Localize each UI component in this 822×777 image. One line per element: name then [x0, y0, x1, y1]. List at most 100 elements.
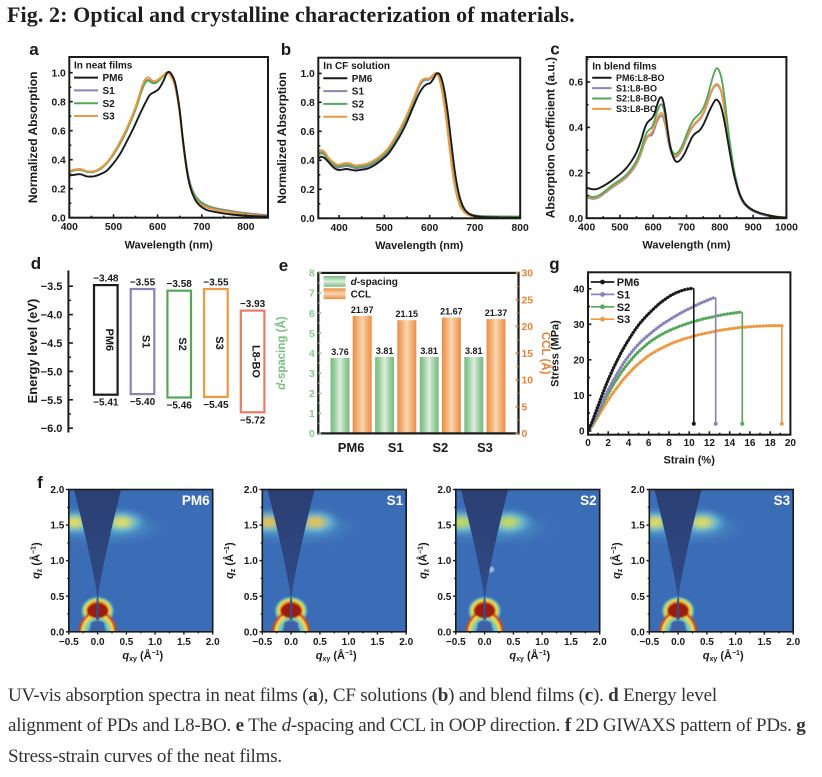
svg-text:0.0: 0.0	[244, 627, 258, 638]
svg-text:14: 14	[724, 438, 736, 449]
svg-text:7: 7	[309, 289, 315, 300]
svg-text:−3.93: −3.93	[240, 299, 266, 310]
svg-text:400: 400	[61, 222, 78, 233]
svg-text:S2: S2	[352, 100, 365, 111]
svg-text:1.5: 1.5	[757, 637, 771, 648]
svg-text:16: 16	[744, 438, 756, 449]
svg-text:0: 0	[585, 438, 591, 449]
svg-text:−3.55: −3.55	[203, 278, 229, 289]
svg-text:−3.58: −3.58	[167, 279, 193, 290]
svg-text:S2: S2	[580, 493, 597, 508]
svg-text:Energy level (eV): Energy level (eV)	[25, 299, 40, 404]
svg-text:S2:L8-BO: S2:L8-BO	[616, 94, 657, 104]
svg-text:15: 15	[522, 349, 534, 360]
svg-text:qxy (Å−1): qxy (Å−1)	[509, 649, 550, 663]
svg-text:1.5: 1.5	[177, 637, 191, 648]
svg-text:900: 900	[745, 223, 762, 234]
svg-text:qz (Å−1): qz (Å−1)	[223, 542, 237, 579]
svg-text:800: 800	[237, 222, 254, 233]
svg-text:4: 4	[309, 349, 315, 360]
svg-text:−5.41: −5.41	[93, 398, 119, 409]
svg-text:qz (Å−1): qz (Å−1)	[417, 542, 431, 579]
svg-text:2.0: 2.0	[50, 485, 64, 496]
svg-text:0.4: 0.4	[300, 156, 315, 167]
svg-text:0.2: 0.2	[569, 169, 584, 180]
svg-text:a: a	[29, 40, 39, 59]
svg-text:qxy (Å−1): qxy (Å−1)	[316, 649, 357, 663]
svg-text:0.5: 0.5	[506, 637, 520, 648]
svg-text:0.0: 0.0	[478, 637, 492, 648]
svg-text:0.0: 0.0	[284, 637, 298, 648]
svg-text:qz (Å−1): qz (Å−1)	[610, 542, 624, 579]
svg-text:0.8: 0.8	[51, 97, 66, 108]
svg-text:1.0: 1.0	[300, 69, 315, 80]
svg-text:600: 600	[149, 222, 166, 233]
svg-text:0.6: 0.6	[569, 78, 584, 89]
svg-text:0.0: 0.0	[50, 627, 64, 638]
svg-text:L8-BO: L8-BO	[250, 345, 262, 378]
svg-text:8: 8	[309, 269, 315, 280]
svg-text:1.0: 1.0	[50, 556, 64, 567]
svg-text:Wavelength (nm): Wavelength (nm)	[642, 240, 731, 252]
svg-text:1.5: 1.5	[370, 637, 384, 648]
svg-text:1.0: 1.0	[244, 556, 258, 567]
svg-text:Normalized Absorption: Normalized Absorption	[275, 72, 289, 204]
svg-text:−3.55: −3.55	[130, 278, 156, 289]
svg-text:d-spacing (Å): d-spacing (Å)	[275, 316, 288, 390]
svg-text:−5.72: −5.72	[240, 415, 266, 426]
svg-text:0.2: 0.2	[300, 185, 315, 196]
svg-text:−0.5: −0.5	[639, 637, 659, 648]
svg-text:−0.5: −0.5	[59, 637, 79, 648]
svg-text:−4.0: −4.0	[41, 310, 63, 322]
svg-text:6: 6	[309, 309, 315, 320]
svg-text:PM6: PM6	[103, 329, 115, 352]
svg-text:In neat films: In neat films	[74, 61, 133, 72]
svg-text:−6.0: −6.0	[41, 423, 63, 435]
svg-text:1.0: 1.0	[437, 556, 451, 567]
svg-text:0.0: 0.0	[51, 213, 66, 224]
svg-text:0.6: 0.6	[51, 126, 66, 137]
svg-text:3.81: 3.81	[376, 346, 394, 356]
svg-text:Wavelength (nm): Wavelength (nm)	[125, 240, 214, 252]
svg-text:PM6: PM6	[352, 74, 373, 85]
svg-text:In CF solution: In CF solution	[323, 61, 390, 72]
svg-text:2.0: 2.0	[399, 637, 413, 648]
svg-text:20: 20	[522, 322, 534, 333]
svg-text:1.5: 1.5	[631, 521, 645, 532]
svg-text:10: 10	[684, 438, 696, 449]
svg-text:0: 0	[309, 429, 315, 440]
svg-text:S3: S3	[213, 336, 225, 349]
svg-text:−5.0: −5.0	[41, 366, 63, 378]
svg-text:21.15: 21.15	[396, 309, 419, 319]
svg-text:500: 500	[611, 223, 628, 234]
svg-text:e: e	[279, 256, 288, 275]
svg-text:−5.40: −5.40	[130, 397, 156, 408]
svg-text:0.5: 0.5	[50, 592, 64, 603]
svg-text:0: 0	[579, 427, 585, 438]
svg-text:20: 20	[573, 355, 585, 366]
svg-text:1.5: 1.5	[564, 637, 578, 648]
svg-text:5: 5	[522, 402, 528, 413]
svg-text:4: 4	[626, 438, 632, 449]
svg-text:1.0: 1.0	[631, 556, 645, 567]
svg-text:1.0: 1.0	[342, 637, 356, 648]
svg-text:0.5: 0.5	[631, 592, 645, 603]
svg-text:c: c	[550, 40, 559, 59]
svg-text:S1: S1	[139, 335, 151, 348]
svg-text:30: 30	[522, 269, 534, 280]
svg-text:400: 400	[331, 223, 348, 234]
svg-text:S1: S1	[387, 493, 404, 508]
svg-text:8: 8	[666, 438, 672, 449]
svg-text:−3.5: −3.5	[41, 281, 63, 293]
svg-text:S1: S1	[388, 440, 404, 455]
svg-text:21.97: 21.97	[351, 305, 374, 315]
svg-text:0.4: 0.4	[51, 155, 66, 166]
svg-text:d-spacing: d-spacing	[351, 277, 398, 288]
svg-text:CCL: CCL	[351, 290, 372, 301]
svg-text:PM6: PM6	[182, 493, 210, 508]
svg-text:S1: S1	[617, 289, 630, 301]
svg-text:18: 18	[765, 438, 777, 449]
svg-text:0.0: 0.0	[631, 627, 645, 638]
svg-text:−0.5: −0.5	[446, 637, 466, 648]
svg-text:10: 10	[522, 376, 534, 387]
